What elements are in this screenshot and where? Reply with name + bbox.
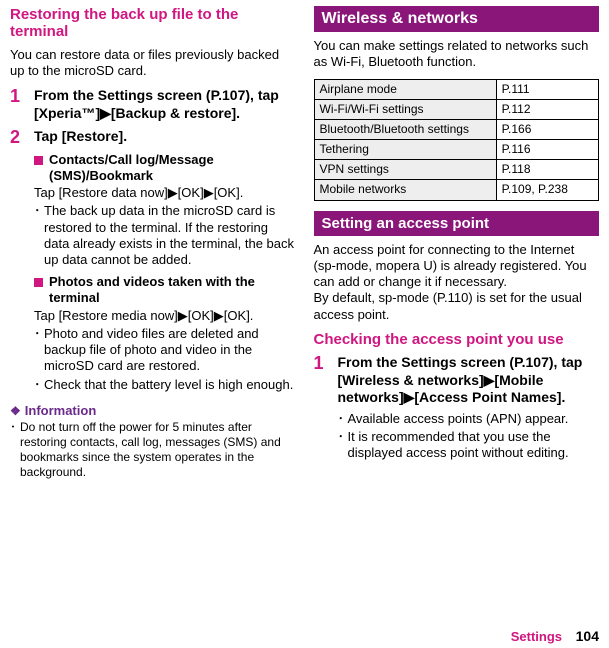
left-column: Restoring the back up file to the termin…: [10, 6, 296, 480]
page: Restoring the back up file to the termin…: [0, 0, 609, 480]
information-title: Information: [25, 403, 97, 418]
step-2-number: 2: [10, 128, 24, 146]
two-column-layout: Restoring the back up file to the termin…: [10, 6, 599, 480]
table-cell-value: P.112: [496, 99, 598, 119]
right-step-1-bullet-2: It is recommended that you use the displ…: [338, 429, 600, 462]
group-photos-bullet-1: Photo and video files are deleted and ba…: [34, 326, 296, 375]
table-cell-value: P.166: [496, 119, 598, 139]
step-1: 1 From the Settings screen (P.107), tap …: [10, 87, 296, 122]
table-cell-key: Airplane mode: [314, 79, 496, 99]
group-photos-action: Tap [Restore media now]▶[OK]▶[OK].: [34, 308, 296, 324]
table-cell-value: P.118: [496, 160, 598, 180]
right-step-1-number: 1: [314, 354, 328, 372]
table-row: Wi-Fi/Wi-Fi settings P.112: [314, 99, 599, 119]
table-cell-key: Mobile networks: [314, 180, 496, 200]
square-bullet-icon: [34, 278, 43, 287]
access-point-para1: An access point for connecting to the In…: [314, 242, 600, 291]
right-step-1-bullet-1: Available access points (APN) appear.: [338, 411, 600, 427]
diamond-icon: [10, 403, 21, 418]
table-cell-value: P.109, P.238: [496, 180, 598, 200]
information-heading: Information: [10, 403, 296, 418]
table-row: Tethering P.116: [314, 140, 599, 160]
step-1-number: 1: [10, 87, 24, 105]
restore-intro: You can restore data or files previously…: [10, 47, 296, 80]
group-contacts-bullet-1: The back up data in the microSD card is …: [34, 203, 296, 268]
right-step-1-text: From the Settings screen (P.107), tap [W…: [338, 354, 600, 407]
information-item: Do not turn off the power for 5 minutes …: [10, 420, 296, 480]
checking-ap-heading: Checking the access point you use: [314, 331, 600, 348]
group-contacts: Contacts/Call log/Message (SMS)/Bookmark: [34, 152, 296, 183]
group-contacts-title: Contacts/Call log/Message (SMS)/Bookmark: [49, 152, 296, 183]
table-row: VPN settings P.118: [314, 160, 599, 180]
step-2-text: Tap [Restore].: [34, 128, 127, 146]
restore-heading: Restoring the back up file to the termin…: [10, 6, 296, 41]
page-footer: Settings 104: [511, 628, 599, 644]
table-cell-key: VPN settings: [314, 160, 496, 180]
access-point-para2: By default, sp-mode (P.110) is set for t…: [314, 290, 600, 323]
table-cell-key: Bluetooth/Bluetooth settings: [314, 119, 496, 139]
step-1-text: From the Settings screen (P.107), tap [X…: [34, 87, 296, 122]
table-cell-key: Tethering: [314, 140, 496, 160]
table-row: Bluetooth/Bluetooth settings P.166: [314, 119, 599, 139]
square-bullet-icon: [34, 156, 43, 165]
group-photos-bullets: Photo and video files are deleted and ba…: [34, 326, 296, 393]
table-row: Airplane mode P.111: [314, 79, 599, 99]
right-step-1-bullets: Available access points (APN) appear. It…: [338, 411, 600, 462]
group-photos-bullet-2: Check that the battery level is high eno…: [34, 377, 296, 393]
information-list: Do not turn off the power for 5 minutes …: [10, 420, 296, 480]
table-row: Mobile networks P.109, P.238: [314, 180, 599, 200]
wireless-intro: You can make settings related to network…: [314, 38, 600, 71]
table-cell-key: Wi-Fi/Wi-Fi settings: [314, 99, 496, 119]
step-2: 2 Tap [Restore].: [10, 128, 296, 146]
right-column: Wireless & networks You can make setting…: [314, 6, 600, 480]
group-photos-title: Photos and videos taken with the termina…: [49, 274, 296, 305]
footer-page-number: 104: [576, 628, 599, 644]
table-cell-value: P.116: [496, 140, 598, 160]
table-cell-value: P.111: [496, 79, 598, 99]
group-photos: Photos and videos taken with the termina…: [34, 274, 296, 305]
footer-section: Settings: [511, 629, 562, 644]
banner-access-point: Setting an access point: [314, 211, 600, 236]
settings-table: Airplane mode P.111 Wi-Fi/Wi-Fi settings…: [314, 79, 600, 201]
banner-wireless-networks: Wireless & networks: [314, 6, 600, 32]
right-step-1: 1 From the Settings screen (P.107), tap …: [314, 354, 600, 407]
group-contacts-bullets: The back up data in the microSD card is …: [34, 203, 296, 268]
group-contacts-action: Tap [Restore data now]▶[OK]▶[OK].: [34, 185, 296, 201]
